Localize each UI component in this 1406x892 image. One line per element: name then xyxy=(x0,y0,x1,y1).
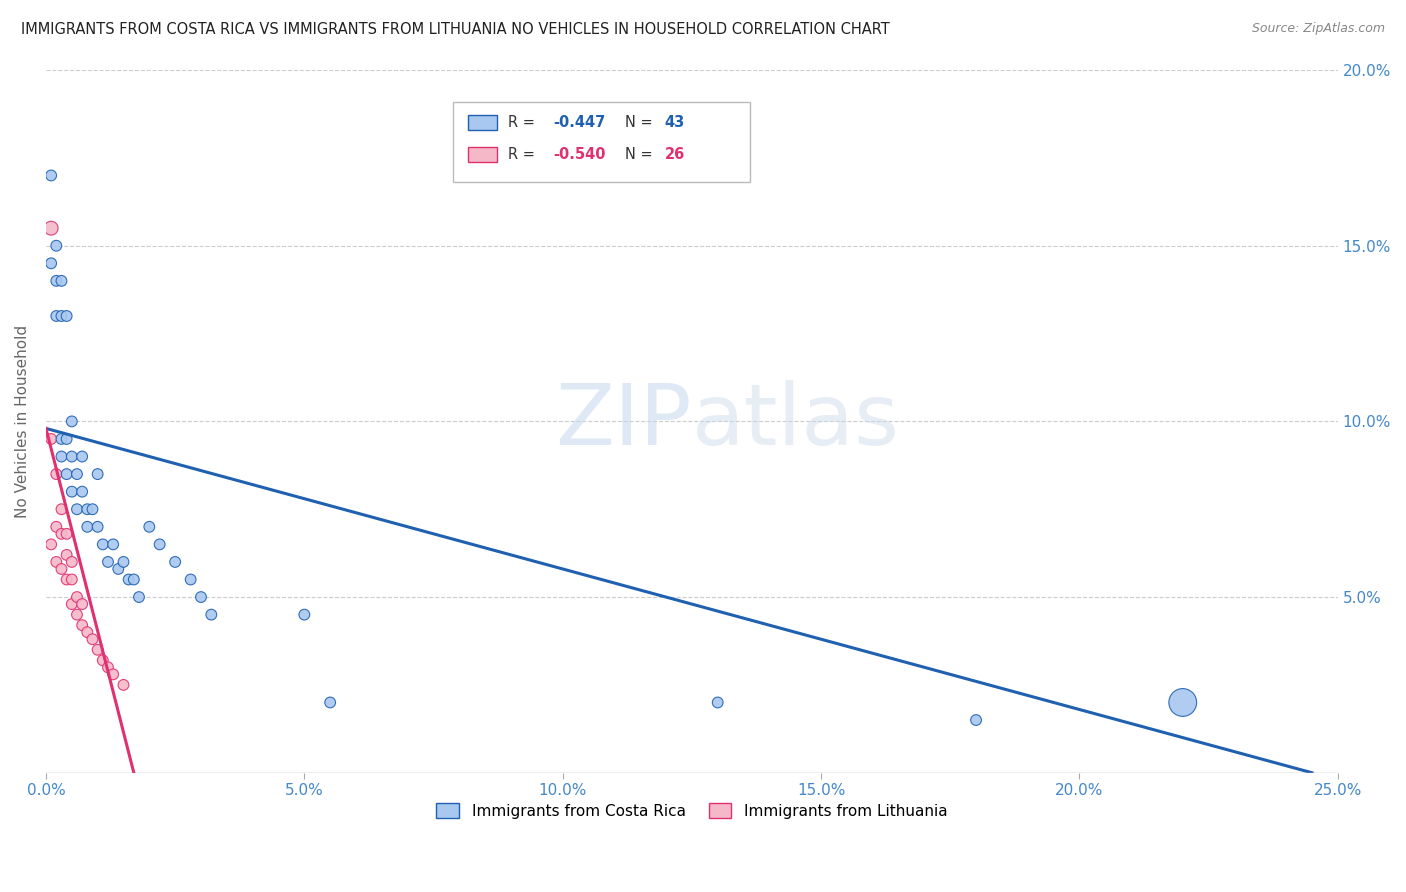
Point xyxy=(86,520,108,534)
Point xyxy=(82,502,104,516)
Y-axis label: No Vehicles in Household: No Vehicles in Household xyxy=(15,325,30,518)
Point xyxy=(319,696,342,710)
Point xyxy=(66,607,89,622)
Point xyxy=(51,526,73,541)
Point xyxy=(165,555,187,569)
Point xyxy=(45,238,67,252)
Point xyxy=(138,520,160,534)
Point xyxy=(39,537,62,551)
Point xyxy=(45,274,67,288)
Text: ZIP: ZIP xyxy=(555,380,692,463)
Point xyxy=(190,590,212,604)
Point xyxy=(706,696,728,710)
Legend: Immigrants from Costa Rica, Immigrants from Lithuania: Immigrants from Costa Rica, Immigrants f… xyxy=(430,797,953,825)
Point xyxy=(82,632,104,647)
Point xyxy=(122,573,145,587)
Text: Source: ZipAtlas.com: Source: ZipAtlas.com xyxy=(1251,22,1385,36)
Text: N =: N = xyxy=(624,147,657,161)
Point xyxy=(51,562,73,576)
Point xyxy=(70,618,93,632)
Point xyxy=(91,653,114,667)
Point xyxy=(180,573,202,587)
Point xyxy=(55,467,77,482)
Point xyxy=(1171,696,1194,710)
Point xyxy=(60,573,83,587)
Point xyxy=(51,309,73,323)
Point xyxy=(66,590,89,604)
Point xyxy=(60,597,83,611)
Point xyxy=(128,590,150,604)
Point xyxy=(292,607,315,622)
Point xyxy=(86,642,108,657)
Point xyxy=(101,537,124,551)
Point xyxy=(76,502,98,516)
Point xyxy=(39,256,62,270)
Point xyxy=(39,221,62,235)
Point xyxy=(101,667,124,681)
Point xyxy=(60,555,83,569)
Point xyxy=(70,597,93,611)
Point xyxy=(39,169,62,183)
Point xyxy=(66,467,89,482)
Point xyxy=(112,678,135,692)
FancyBboxPatch shape xyxy=(453,102,749,183)
Point xyxy=(51,502,73,516)
Point xyxy=(45,520,67,534)
Bar xyxy=(468,115,496,130)
Point xyxy=(39,432,62,446)
Text: -0.540: -0.540 xyxy=(554,147,606,161)
Text: 26: 26 xyxy=(665,147,685,161)
Point xyxy=(55,309,77,323)
Point xyxy=(149,537,172,551)
Text: N =: N = xyxy=(624,115,657,130)
Text: IMMIGRANTS FROM COSTA RICA VS IMMIGRANTS FROM LITHUANIA NO VEHICLES IN HOUSEHOLD: IMMIGRANTS FROM COSTA RICA VS IMMIGRANTS… xyxy=(21,22,890,37)
Point xyxy=(86,467,108,482)
Point xyxy=(55,526,77,541)
Point xyxy=(60,450,83,464)
Point xyxy=(51,450,73,464)
Point xyxy=(55,548,77,562)
Point xyxy=(51,432,73,446)
Point xyxy=(200,607,222,622)
Point xyxy=(97,555,120,569)
Point xyxy=(107,562,129,576)
Text: R =: R = xyxy=(509,115,540,130)
Point xyxy=(117,573,139,587)
Point xyxy=(76,520,98,534)
Text: -0.447: -0.447 xyxy=(554,115,606,130)
Point xyxy=(45,309,67,323)
Point xyxy=(55,573,77,587)
Text: R =: R = xyxy=(509,147,540,161)
Point xyxy=(91,537,114,551)
Point xyxy=(45,555,67,569)
Point xyxy=(51,274,73,288)
Text: 43: 43 xyxy=(665,115,685,130)
Point xyxy=(97,660,120,674)
Point xyxy=(60,484,83,499)
Point xyxy=(45,467,67,482)
Point xyxy=(76,625,98,640)
Point xyxy=(965,713,987,727)
Point xyxy=(60,414,83,428)
Text: atlas: atlas xyxy=(692,380,900,463)
Point xyxy=(112,555,135,569)
Point xyxy=(70,450,93,464)
Bar xyxy=(468,146,496,162)
Point xyxy=(55,432,77,446)
Point xyxy=(70,484,93,499)
Point xyxy=(66,502,89,516)
